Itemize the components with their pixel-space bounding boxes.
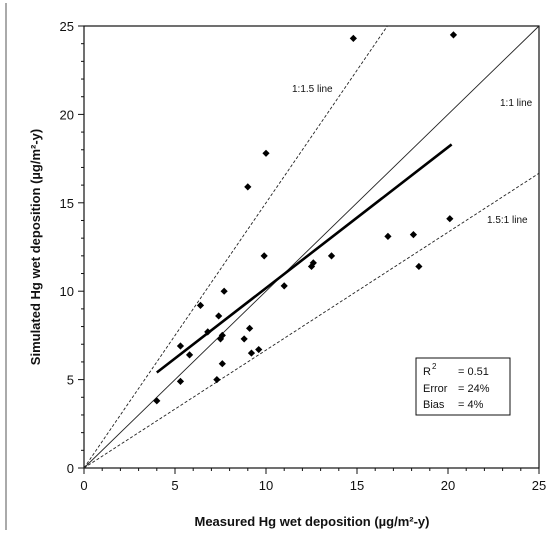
y-tick-labels: 0 5 10 15 20 25 [60,19,74,476]
line-label-1.5-1: 1.5:1 line [487,215,528,226]
data-point-2 [176,342,185,350]
data-point-7 [213,376,221,384]
data-point-6 [204,328,212,336]
data-point-27 [415,262,423,271]
reference-line-4 [83,172,540,469]
reference-lines [83,25,540,469]
plot-area [83,25,540,469]
data-point-16 [247,349,256,357]
y-tick-label-5: 5 [67,373,74,388]
data-point-17 [255,345,263,354]
x-tick-label-15: 15 [350,478,364,493]
y-tick-label-0: 0 [67,461,74,476]
data-point-11 [220,287,228,295]
data-point-5 [196,301,205,309]
data-point-14 [246,324,254,332]
data-point-26 [409,231,418,239]
stats-error-label: Error [423,383,448,395]
regression-layer [156,143,453,374]
regression-line [156,143,453,374]
axis-ticks [78,25,540,474]
data-point-29 [449,31,458,39]
x-axis-title: Measured Hg wet deposition (µg/m²-y) [194,514,429,529]
data-point-10 [218,360,226,368]
x-tick-label-0: 0 [80,478,87,493]
data-point-9 [216,335,225,343]
data-point-24 [349,34,357,42]
stats-error-value: = 24% [458,383,490,395]
reference-line-2 [83,25,540,469]
data-point-25 [384,232,392,240]
stats-bias-value: = 4% [458,399,484,411]
data-point-20 [280,282,288,290]
data-point-18 [260,252,268,260]
y-tick-label-25: 25 [60,19,74,34]
data-point-12 [218,331,226,339]
x-tick-label-25: 25 [532,478,546,493]
line-label-1-1: 1:1 line [500,98,533,109]
data-point-22 [309,259,317,267]
stats-bias-label: Bias [423,399,445,411]
scatter-points [153,31,458,405]
y-tick-label-10: 10 [60,284,74,299]
reference-line-3 [83,25,388,469]
data-point-8 [215,312,223,320]
stats-box-frame [415,357,511,416]
line-label-1-1.5: 1:1.5 line [292,84,333,95]
x-tick-label-20: 20 [441,478,455,493]
stats-r2-label: R [423,366,431,378]
data-point-1 [153,397,161,405]
data-point-19 [262,149,270,157]
y-tick-label-15: 15 [60,196,74,211]
data-point-23 [327,252,336,260]
y-tick-label-20: 20 [60,107,74,122]
stats-box: R 2 = 0.51 Error = 24% Bias = 4% [415,357,511,416]
x-tick-label-10: 10 [259,478,273,493]
data-point-28 [446,215,454,223]
stats-r2-sup: 2 [432,362,437,371]
x-tick-label-5: 5 [171,478,178,493]
data-point-15 [244,183,252,191]
data-point-13 [240,335,248,343]
data-point-3 [176,377,185,385]
x-tick-labels: 0 5 10 15 20 25 [80,478,546,493]
stats-r2-value: = 0.51 [458,366,489,378]
data-point-4 [185,351,194,359]
y-axis-title: Simulated Hg wet deposition (µg/m²-y) [28,129,43,365]
